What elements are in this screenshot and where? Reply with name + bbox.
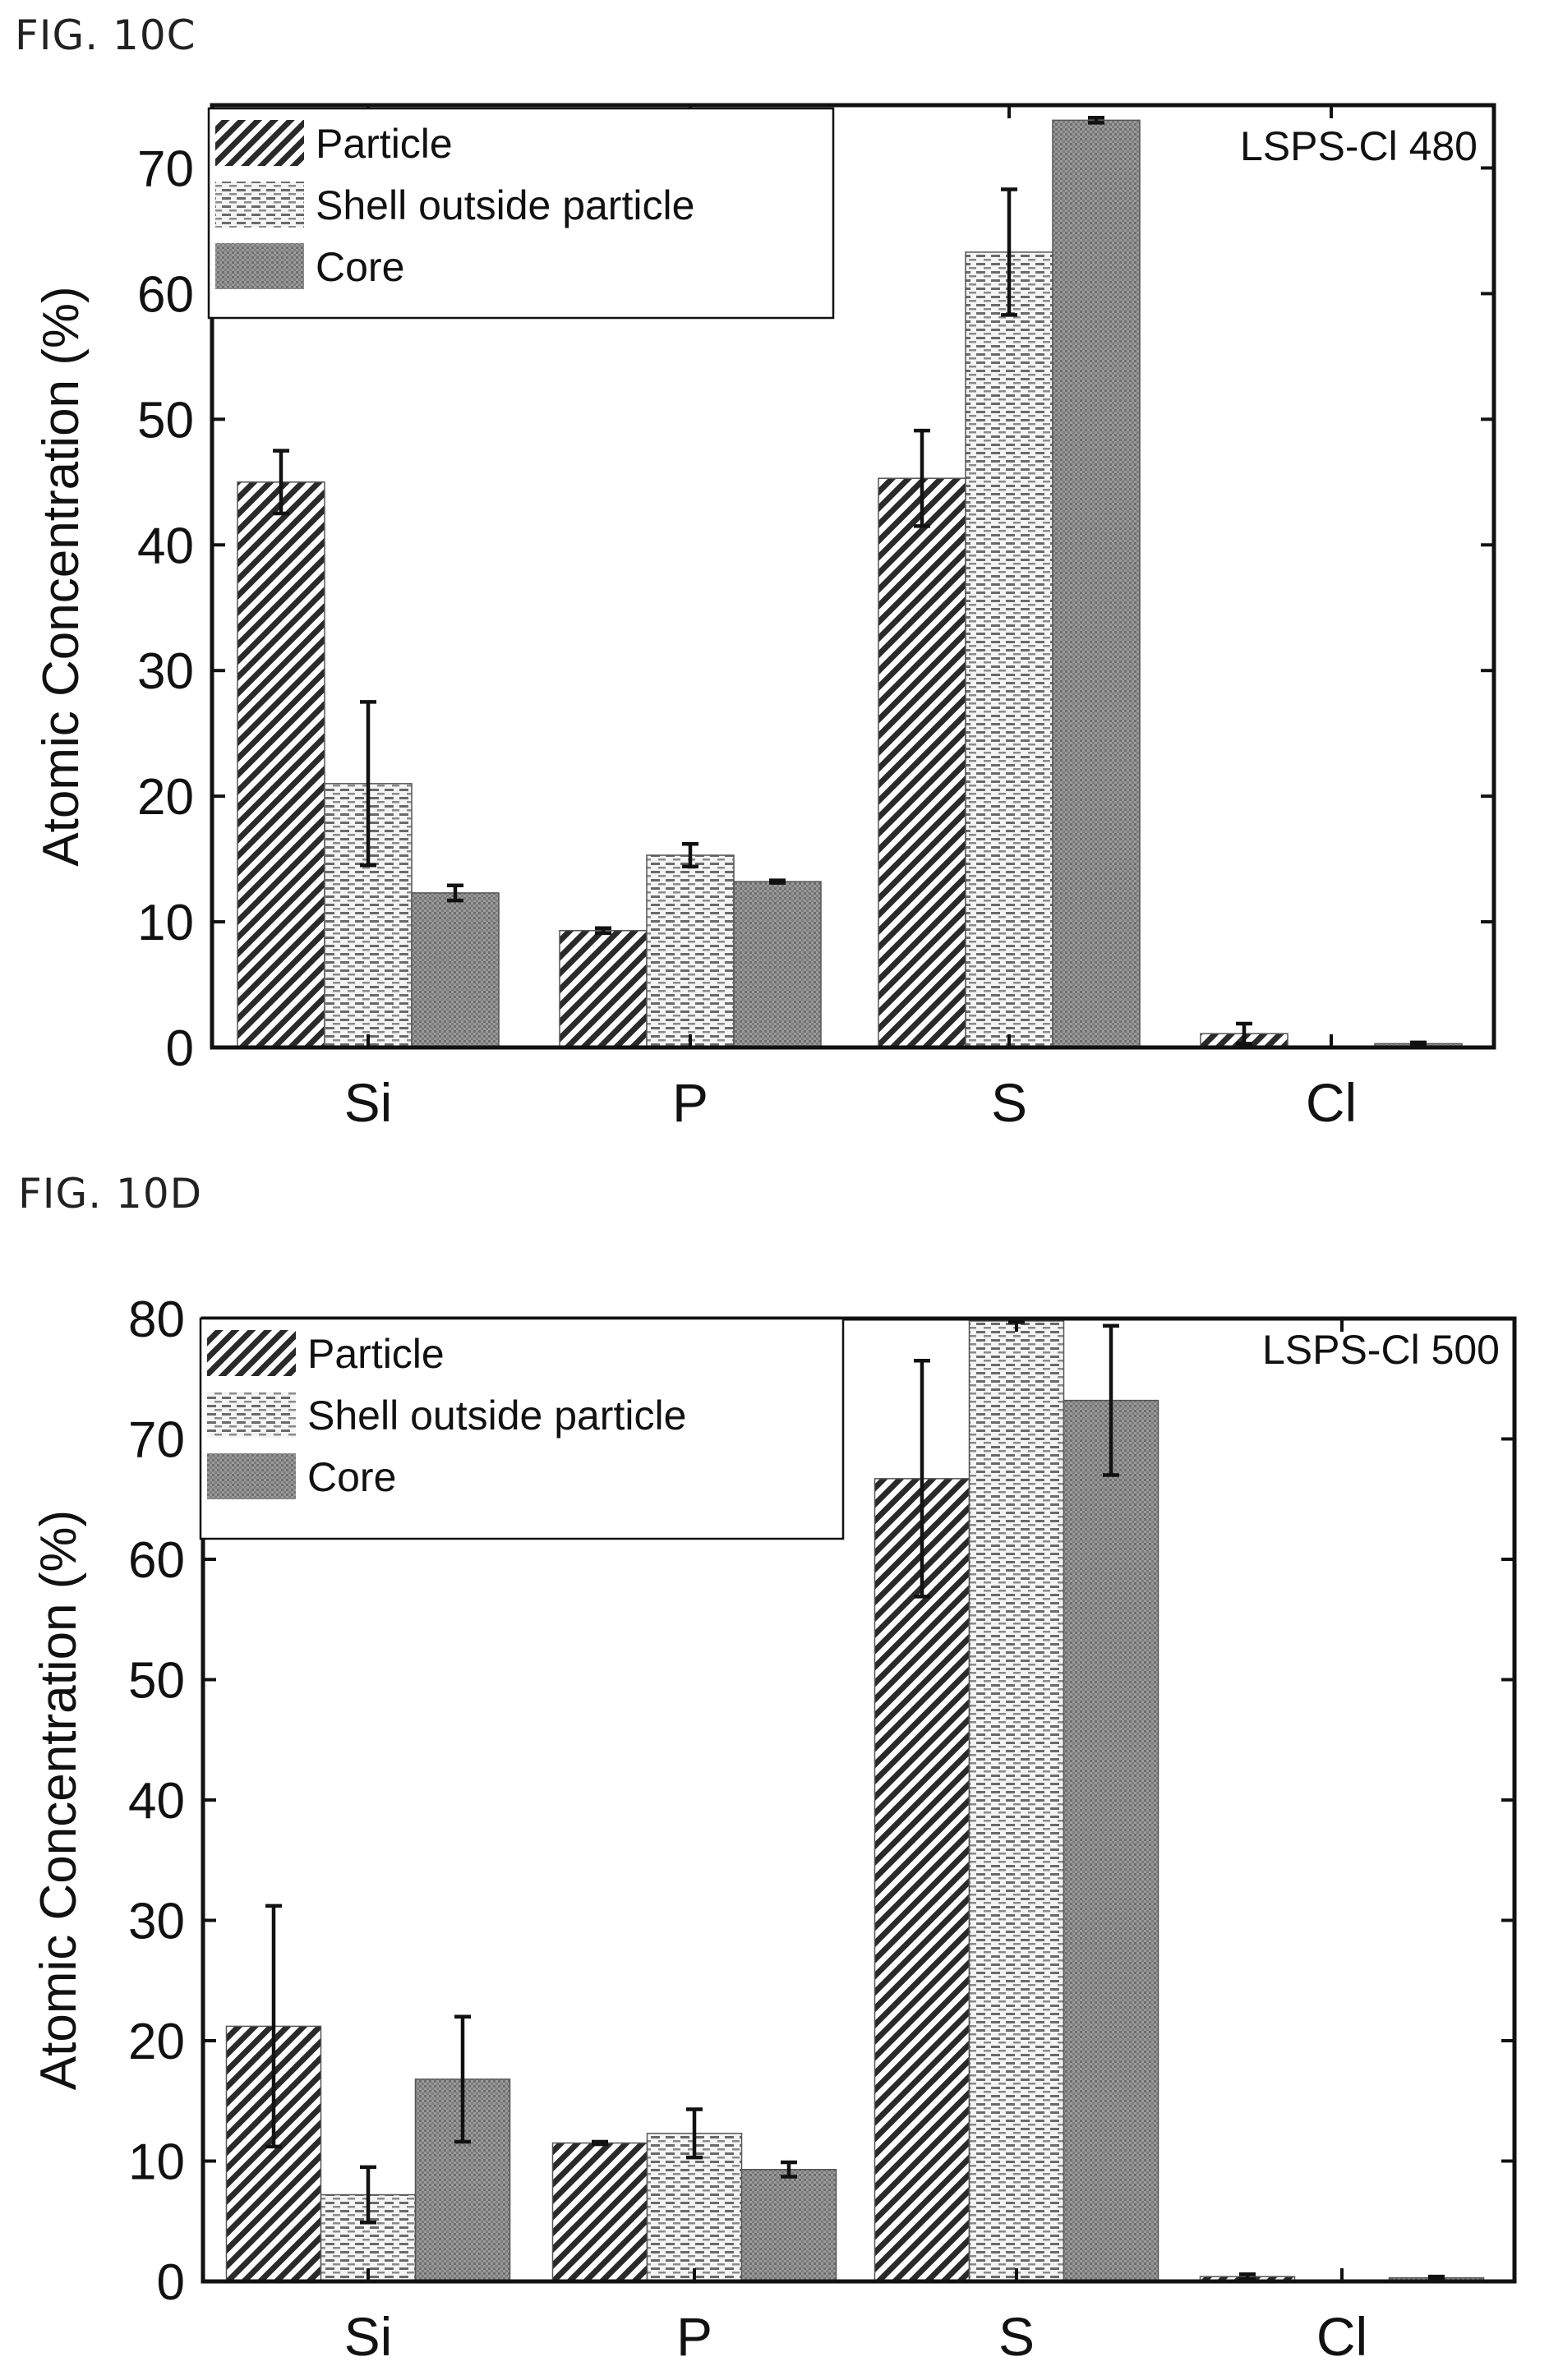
- legend-box: [199, 1317, 845, 1540]
- y-tick-label: 70: [128, 1412, 185, 1469]
- legend-swatch-particle: [215, 120, 304, 166]
- y-tick-label: 50: [137, 392, 194, 449]
- y-ticks-group-10c: 0 10 20 30 40 50 60 70: [137, 140, 1494, 1077]
- legend-swatch-core: [215, 243, 304, 289]
- error-bar-core-s: [1103, 1324, 1119, 1477]
- figure-label-10c: FIG. 10C: [15, 12, 196, 59]
- error-bar-core-si: [454, 2014, 471, 2144]
- error-bar-particle-p: [592, 2139, 608, 2147]
- error-bar-core-p: [781, 2160, 797, 2179]
- y-tick-label: 0: [166, 1020, 194, 1077]
- y-tick-label: 10: [137, 895, 194, 951]
- bars-group-10d: [225, 1320, 1485, 2282]
- bar-particle-s: [874, 1478, 970, 2282]
- error-bar-shell-s: [1001, 187, 1017, 317]
- legend-10c: Particle Shell outside particle Core: [207, 107, 835, 320]
- y-tick-label: 80: [128, 1291, 185, 1348]
- x-ticks-group-10d: Si P S Cl: [344, 1319, 1367, 2367]
- y-tick-label: 20: [128, 2014, 185, 2070]
- y-tick-label: 30: [137, 643, 194, 700]
- legend-entry-core: Core: [307, 1454, 396, 1500]
- error-bar-particle-si: [265, 1904, 282, 2149]
- error-bar-particle-s: [914, 428, 930, 528]
- error-bar-core-cl: [1410, 1040, 1427, 1047]
- y-tick-label: 60: [128, 1532, 185, 1589]
- y-tick-label: 20: [137, 769, 194, 826]
- bar-chart-10c: 0 10 20 30 40 50 60 70 Si P S Cl Particle Shell out…: [33, 103, 1496, 1133]
- bar-particle-s: [878, 477, 966, 1048]
- bar-shell-p: [646, 854, 735, 1048]
- bar-core-p: [733, 881, 822, 1048]
- error-bar-particle-cl: [1236, 1021, 1252, 1046]
- y-tick-label: 0: [157, 2254, 185, 2311]
- category-label-p: P: [672, 1072, 708, 1133]
- error-bars-group-10d: [265, 1318, 1445, 2281]
- y-tick-label: 30: [128, 1894, 185, 1950]
- error-bars-group-10c: [273, 116, 1427, 1047]
- error-bar-particle-si: [273, 449, 289, 516]
- error-bar-core-p: [769, 878, 786, 885]
- category-label-s: S: [991, 1072, 1027, 1133]
- category-label-s: S: [998, 2306, 1035, 2367]
- legend-box: [207, 107, 835, 320]
- category-label-cl: Cl: [1316, 2306, 1367, 2367]
- bar-core-p: [740, 2169, 837, 2282]
- error-bar-core-si: [447, 883, 463, 903]
- y-ticks-group-10d: 0 10 20 30 40 50 60 70 80: [128, 1291, 1514, 2311]
- error-bar-shell-p: [686, 2107, 703, 2160]
- y-tick-label: 10: [128, 2134, 185, 2191]
- bars-group-10c: [237, 119, 1463, 1048]
- bar-particle-si: [237, 481, 325, 1048]
- y-tick-label: 50: [128, 1653, 185, 1710]
- legend-entry-core: Core: [316, 244, 404, 290]
- error-bar-shell-p: [682, 841, 698, 869]
- legend-swatch-core: [207, 1453, 296, 1499]
- error-bar-shell-si: [360, 700, 376, 868]
- y-axis-label-10c: Atomic Concentration (%): [33, 286, 90, 866]
- figure-label-10d: FIG. 10D: [18, 1170, 203, 1218]
- bar-shell-s: [965, 251, 1053, 1048]
- y-tick-label: 60: [137, 266, 194, 323]
- bar-shell-s: [968, 1320, 1065, 2282]
- category-label-p: P: [676, 2306, 712, 2367]
- legend-10d: Particle Shell outside particle Core: [199, 1317, 845, 1540]
- error-bar-particle-s: [914, 1359, 930, 1599]
- bar-core-si: [411, 892, 500, 1048]
- x-ticks-group-10c: Si P S Cl: [344, 105, 1357, 1133]
- error-bar-particle-p: [595, 926, 611, 936]
- legend-entry-shell: Shell outside particle: [307, 1393, 686, 1439]
- legend-swatch-particle: [207, 1330, 296, 1376]
- error-bar-core-s: [1088, 116, 1104, 125]
- bar-core-s: [1063, 1399, 1159, 2282]
- bar-particle-p: [551, 2142, 648, 2282]
- legend-entry-particle: Particle: [307, 1331, 445, 1377]
- plot-frame-10d: [201, 1316, 1517, 2284]
- y-tick-label: 70: [137, 140, 194, 197]
- error-bar-particle-cl: [1239, 2272, 1256, 2281]
- plot-frame-10c: [210, 103, 1496, 1050]
- legend-entry-shell: Shell outside particle: [316, 182, 694, 228]
- chart-annotation-10c: LSPS-Cl 480: [1240, 123, 1478, 169]
- category-label-si: Si: [344, 2306, 393, 2367]
- y-tick-label: 40: [137, 518, 194, 574]
- legend-swatch-shell: [207, 1392, 296, 1438]
- legend-swatch-shell: [215, 182, 304, 228]
- chart-annotation-10d: LSPS-Cl 500: [1262, 1327, 1500, 1373]
- error-bar-shell-si: [360, 2165, 376, 2225]
- y-tick-label: 40: [128, 1773, 185, 1830]
- category-label-cl: Cl: [1306, 1072, 1357, 1133]
- y-axis-label-10d: Atomic Concentration (%): [30, 1510, 87, 2090]
- legend-entry-particle: Particle: [316, 121, 453, 167]
- category-label-si: Si: [344, 1072, 393, 1133]
- error-bar-core-cl: [1428, 2274, 1445, 2281]
